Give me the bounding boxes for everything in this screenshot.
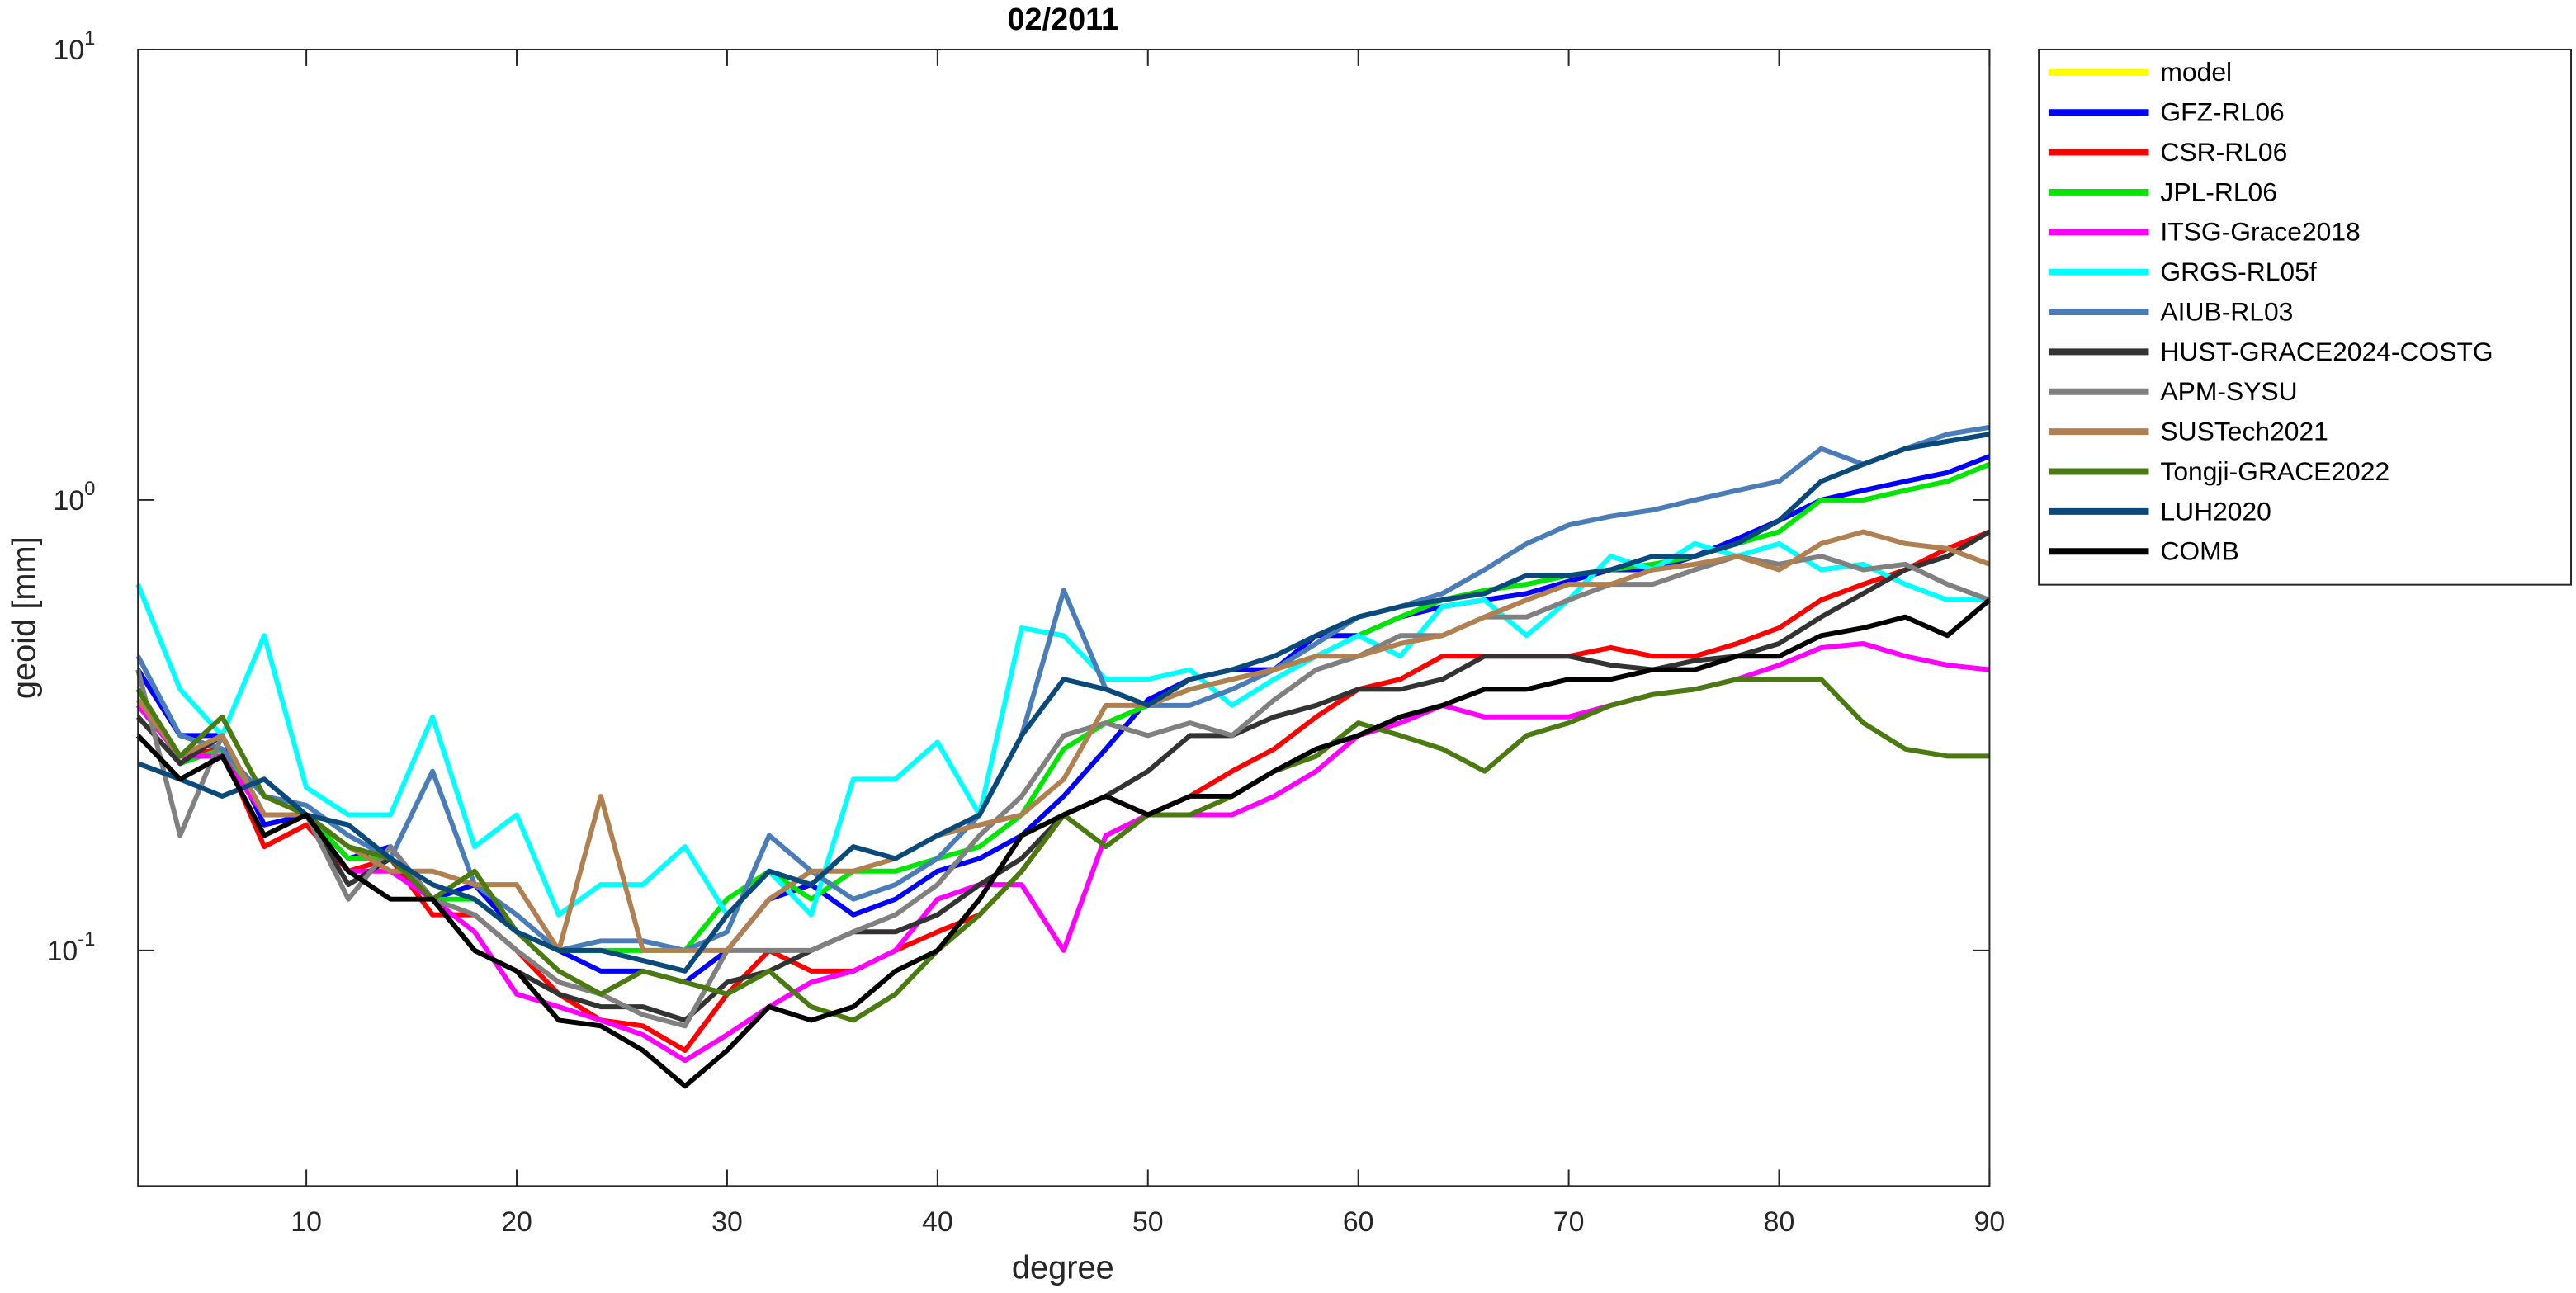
plot-frame <box>137 48 1991 1187</box>
x-tick-label: 10 <box>291 1206 322 1238</box>
series-line <box>135 461 1991 953</box>
y-tick-base: 10 <box>54 485 85 517</box>
x-tick-label: 70 <box>1553 1206 1585 1238</box>
y-tick-base: 10 <box>54 35 85 66</box>
y-axis-title: geoid [mm] <box>6 536 42 699</box>
series-line <box>135 424 1990 953</box>
series-line <box>136 597 1992 1089</box>
legend: model GFZ-RL06 CSR-RL06 JPL-RL06 ITSG-Grace2… <box>2038 48 2573 586</box>
y-tick-base: 10 <box>47 936 78 967</box>
legend-label: GRGS-RL05f <box>2160 257 2316 286</box>
x-tick-label: 30 <box>711 1206 743 1238</box>
legend-label: COMB <box>2160 536 2239 566</box>
x-tick-label: 90 <box>1974 1206 2006 1238</box>
legend-label: model <box>2160 57 2232 87</box>
legend-label: APM-SYSU <box>2160 376 2297 406</box>
y-tick-exponent: -1 <box>78 928 95 951</box>
series-line <box>137 432 1990 974</box>
legend-label: CSR-RL06 <box>2160 137 2287 167</box>
x-tick-label: 50 <box>1132 1206 1164 1238</box>
x-tick-label: 40 <box>922 1206 953 1238</box>
legend-label: SUSTech2021 <box>2160 417 2328 446</box>
x-axis-title: degree <box>1012 1249 1114 1286</box>
y-tick-label: 101 <box>54 27 96 66</box>
series-line <box>135 540 1990 918</box>
legend-label: Tongji-GRACE2022 <box>2160 456 2389 486</box>
legend-label: GFZ-RL06 <box>2160 97 2284 127</box>
legend-label: LUH2020 <box>2160 496 2271 526</box>
y-tick-exponent: 0 <box>84 478 95 500</box>
series-line <box>135 554 1991 1029</box>
legend-box <box>2038 48 2573 586</box>
series-line <box>135 529 1991 953</box>
y-tick-label: 100 <box>54 478 96 517</box>
legend-label: ITSG-Grace2018 <box>2160 217 2360 247</box>
legend-label: AIUB-RL03 <box>2160 296 2293 326</box>
legend-label: JPL-RL06 <box>2160 177 2277 206</box>
legend-label: HUST-GRACE2024-COSTG <box>2160 337 2493 366</box>
y-tick-exponent: 1 <box>84 27 95 50</box>
plot-background <box>138 49 1990 1187</box>
x-tick-label: 80 <box>1764 1206 1795 1238</box>
x-tick-label: 60 <box>1343 1206 1374 1238</box>
y-tick-label: 10-1 <box>47 928 96 967</box>
x-tick-label: 20 <box>501 1206 532 1238</box>
chart-title: 02/2011 <box>1008 2 1119 37</box>
